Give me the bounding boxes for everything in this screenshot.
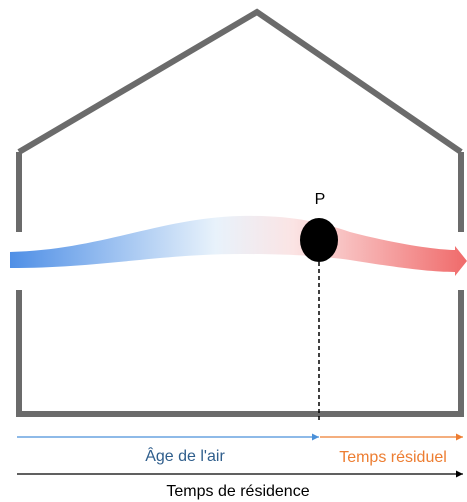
air-flow <box>10 215 467 276</box>
age-label: Âge de l'air <box>145 446 225 465</box>
residual-label: Temps résiduel <box>339 449 447 466</box>
house <box>16 8 464 417</box>
point <box>300 218 338 262</box>
residence-label: Temps de résidence <box>166 483 309 500</box>
roof <box>17 8 463 155</box>
point-label: P <box>315 191 326 208</box>
